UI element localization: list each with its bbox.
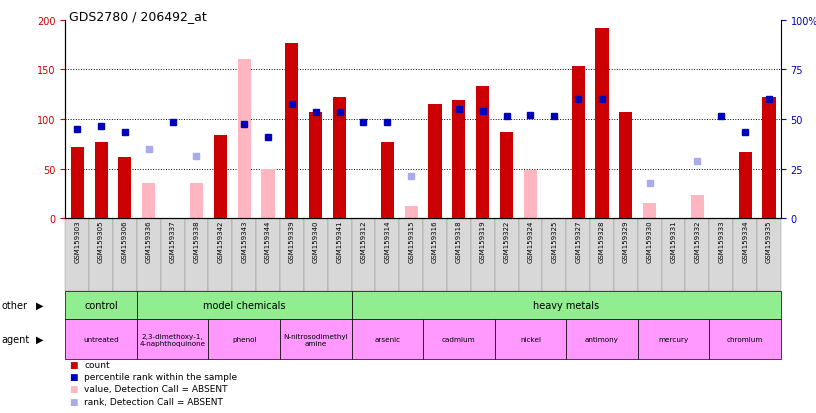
Text: GDS2780 / 206492_at: GDS2780 / 206492_at xyxy=(69,10,207,23)
Bar xyxy=(71,147,84,219)
Text: heavy metals: heavy metals xyxy=(533,300,599,310)
Bar xyxy=(405,207,418,219)
Text: other: other xyxy=(2,300,28,310)
Text: ■: ■ xyxy=(69,360,78,369)
Bar xyxy=(762,98,775,219)
Bar xyxy=(643,203,656,219)
Bar xyxy=(142,183,155,219)
Text: percentile rank within the sample: percentile rank within the sample xyxy=(84,372,237,381)
Text: count: count xyxy=(84,360,109,369)
Bar xyxy=(524,170,537,219)
Text: mercury: mercury xyxy=(659,336,689,342)
Bar xyxy=(95,142,108,219)
Text: control: control xyxy=(84,300,118,310)
Bar xyxy=(452,101,465,219)
Text: ■: ■ xyxy=(69,372,78,381)
Bar xyxy=(190,183,203,219)
Text: agent: agent xyxy=(2,334,30,344)
Bar xyxy=(118,157,131,219)
Bar xyxy=(691,195,704,219)
Text: N-nitrosodimethyl
amine: N-nitrosodimethyl amine xyxy=(283,333,348,346)
Bar xyxy=(261,169,275,219)
Bar xyxy=(738,152,752,219)
Bar xyxy=(214,135,227,219)
Text: untreated: untreated xyxy=(83,336,119,342)
Bar xyxy=(428,105,441,219)
Bar xyxy=(596,28,609,219)
Bar xyxy=(571,67,585,219)
Bar xyxy=(381,142,394,219)
Bar xyxy=(286,43,299,219)
Bar xyxy=(500,133,513,219)
Text: chromium: chromium xyxy=(727,336,763,342)
Text: ▶: ▶ xyxy=(36,334,43,344)
Text: rank, Detection Call = ABSENT: rank, Detection Call = ABSENT xyxy=(84,397,223,406)
Text: phenol: phenol xyxy=(232,336,256,342)
Text: cadmium: cadmium xyxy=(442,336,476,342)
Bar xyxy=(309,113,322,219)
Bar xyxy=(619,113,632,219)
Text: 2,3-dimethoxy-1,
4-naphthoquinone: 2,3-dimethoxy-1, 4-naphthoquinone xyxy=(140,333,206,346)
Text: antimony: antimony xyxy=(585,336,619,342)
Text: value, Detection Call = ABSENT: value, Detection Call = ABSENT xyxy=(84,385,228,394)
Bar xyxy=(477,87,490,219)
Text: nickel: nickel xyxy=(520,336,541,342)
Text: ▶: ▶ xyxy=(36,300,43,310)
Text: model chemicals: model chemicals xyxy=(203,300,286,310)
Text: ■: ■ xyxy=(69,385,78,394)
Text: arsenic: arsenic xyxy=(375,336,401,342)
Bar xyxy=(333,98,346,219)
Bar xyxy=(237,60,251,219)
Text: ■: ■ xyxy=(69,397,78,406)
